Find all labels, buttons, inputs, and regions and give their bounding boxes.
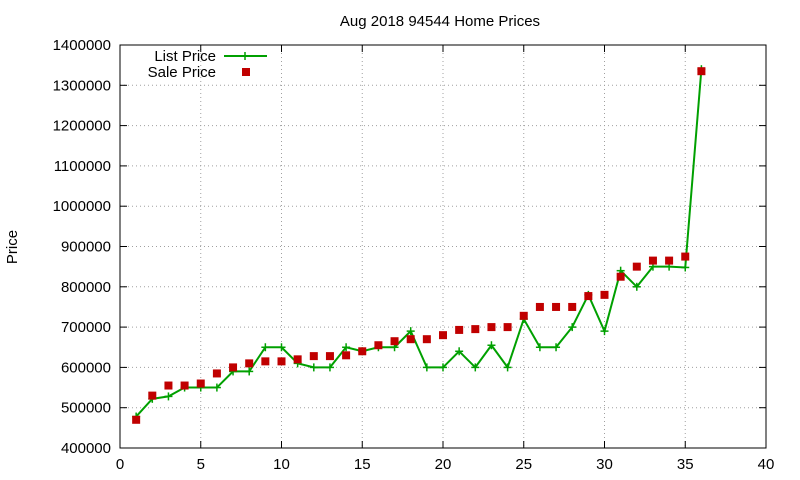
sale-price-point	[180, 381, 189, 390]
sale-price-point	[681, 252, 690, 261]
sale-price-point	[132, 415, 141, 424]
y-tick-label: 600000	[61, 359, 111, 376]
x-tick-label: 30	[596, 456, 613, 473]
sale-price-point	[196, 379, 205, 388]
sale-price-point	[552, 302, 561, 311]
sale-price-point	[342, 351, 351, 360]
series-list-price	[132, 65, 706, 421]
sale-price-point	[439, 331, 447, 340]
sale-price-point	[245, 359, 254, 368]
sale-price-point	[212, 369, 221, 378]
legend-marker-sale-price	[242, 68, 250, 76]
sale-price-point	[422, 335, 431, 344]
sale-price-point	[374, 341, 383, 350]
sale-price-point	[406, 335, 415, 344]
sale-price-point	[358, 347, 367, 356]
sale-price-point	[293, 355, 302, 364]
y-axis-label: Price	[4, 230, 21, 264]
list-price-line	[135, 69, 703, 418]
sale-price-point	[665, 256, 674, 265]
legend-marker-list-price	[241, 52, 249, 60]
sale-price-point	[487, 323, 496, 332]
legend-label-list-price: List Price	[154, 48, 216, 65]
sale-price-point	[455, 325, 464, 334]
x-tick-label: 0	[116, 456, 124, 473]
y-tick-label: 1400000	[53, 37, 111, 54]
sale-price-point	[277, 357, 286, 366]
x-axis-tick-labels: 0 5 10 15 20 25 30 35 40	[116, 456, 775, 473]
y-tick-label: 900000	[61, 239, 111, 256]
sale-price-point	[697, 67, 706, 76]
y-tick-label: 800000	[61, 279, 111, 296]
y-tick-label: 1100000	[54, 158, 111, 175]
sale-price-point	[309, 352, 318, 361]
sale-price-point	[535, 302, 544, 311]
chart-title: Aug 2018 94544 Home Prices	[340, 13, 540, 30]
sale-price-point	[600, 290, 609, 299]
y-axis-tick-labels: 400000 500000 600000 700000 800000 900000 1000…	[53, 37, 111, 457]
x-tick-label: 25	[515, 456, 532, 473]
y-tick-label: 1200000	[53, 118, 111, 135]
series-sale-price	[132, 67, 706, 424]
sale-price-point	[568, 302, 577, 311]
sale-price-point	[632, 262, 641, 271]
legend: List Price Sale Price	[148, 48, 267, 81]
x-tick-label: 5	[197, 456, 205, 473]
y-tick-label: 400000	[61, 440, 111, 457]
series-layer	[132, 65, 706, 424]
legend-label-sale-price: Sale Price	[148, 64, 216, 81]
y-tick-label: 500000	[61, 400, 111, 417]
sale-price-point	[148, 391, 157, 400]
sale-price-point	[471, 325, 480, 334]
sale-price-point	[261, 357, 270, 366]
x-tick-label: 40	[758, 456, 775, 473]
y-tick-label: 1300000	[53, 77, 111, 94]
x-tick-label: 35	[677, 456, 694, 473]
sale-price-point	[648, 256, 657, 265]
x-tick-label: 15	[354, 456, 371, 473]
sale-price-point	[229, 363, 238, 372]
y-tick-label: 700000	[61, 319, 111, 336]
y-tick-label: 1000000	[53, 198, 111, 215]
sale-price-point	[519, 311, 528, 320]
sale-price-point	[164, 381, 173, 390]
sale-price-point	[503, 323, 512, 332]
x-tick-label: 10	[273, 456, 290, 473]
sale-price-point	[584, 292, 593, 301]
sale-price-point	[325, 352, 334, 361]
sale-price-point	[390, 337, 399, 346]
x-tick-label: 20	[435, 456, 452, 473]
sale-price-point	[616, 272, 625, 281]
axis-ticks	[119, 44, 767, 449]
